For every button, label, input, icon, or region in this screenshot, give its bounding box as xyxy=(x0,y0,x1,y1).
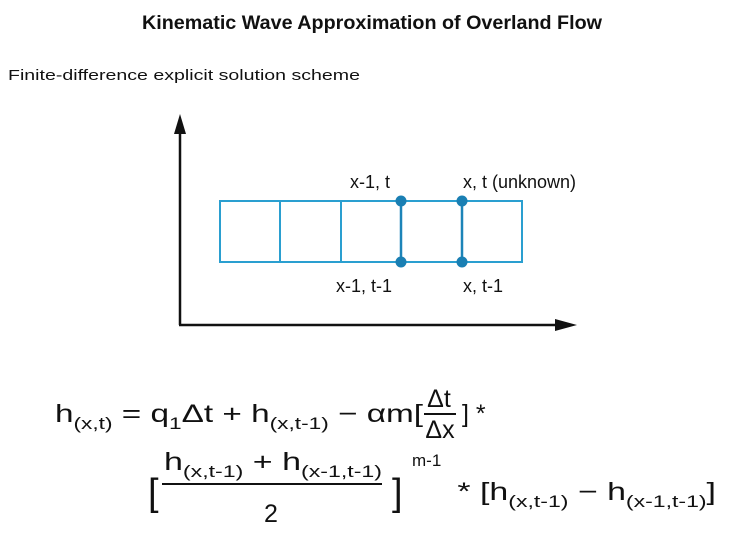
node-label: x-1, t-1 xyxy=(336,276,392,296)
eq-text: h xyxy=(164,448,183,476)
eq-text: − αm[ xyxy=(329,400,423,428)
fraction-numerator: h (x,t-1) + h (x-1,t-1) xyxy=(164,448,382,481)
eq-text: ] * xyxy=(462,400,486,428)
subtitle: Finite-difference explicit solution sche… xyxy=(8,67,360,84)
exponent: m-1 xyxy=(412,451,441,470)
eq-text: Δt + h xyxy=(182,400,270,428)
title: Kinematic Wave Approximation of Overland… xyxy=(142,13,602,34)
bracket: [ xyxy=(148,472,159,514)
eq-text: ] xyxy=(707,478,716,506)
x-arrow xyxy=(555,319,577,331)
equation-line2-end: * [h (x,t-1) − h (x-1,t-1)] xyxy=(448,478,716,511)
node-label: x-1, t xyxy=(350,172,390,192)
grid-outline xyxy=(219,200,523,263)
y-arrow xyxy=(174,114,186,134)
eq-text: h xyxy=(55,400,74,428)
grid xyxy=(219,200,523,263)
axes xyxy=(174,114,577,331)
eq-subscript: (x-1,t-1) xyxy=(301,462,382,481)
nodes xyxy=(395,195,468,268)
eq-subscript: 1 xyxy=(169,414,182,433)
fraction-denominator: Δx xyxy=(425,416,455,444)
equation-line1: h (x,t) = q 1 Δt + h (x,t-1) − αm[ xyxy=(55,400,423,433)
eq-subscript: (x,t-1) xyxy=(183,462,243,481)
eq-text: − h xyxy=(568,478,625,506)
node xyxy=(456,195,468,207)
eq-subscript: (x,t) xyxy=(74,414,113,433)
eq-text: = q xyxy=(113,400,169,428)
node-label: x, t (unknown) xyxy=(463,172,576,192)
eq-text: + h xyxy=(243,448,301,476)
node-label: x, t-1 xyxy=(463,276,503,296)
eq-text: * [h xyxy=(448,478,508,506)
fraction-denominator: 2 xyxy=(264,500,278,528)
eq-subscript: (x,t-1) xyxy=(270,414,329,433)
eq-subscript: (x-1,t-1) xyxy=(626,492,707,511)
node xyxy=(456,256,468,268)
fraction-numerator: Δt xyxy=(427,385,451,413)
eq-subscript: (x,t-1) xyxy=(508,492,568,511)
node xyxy=(395,256,407,268)
node xyxy=(395,195,407,207)
bracket: ] xyxy=(392,472,403,514)
